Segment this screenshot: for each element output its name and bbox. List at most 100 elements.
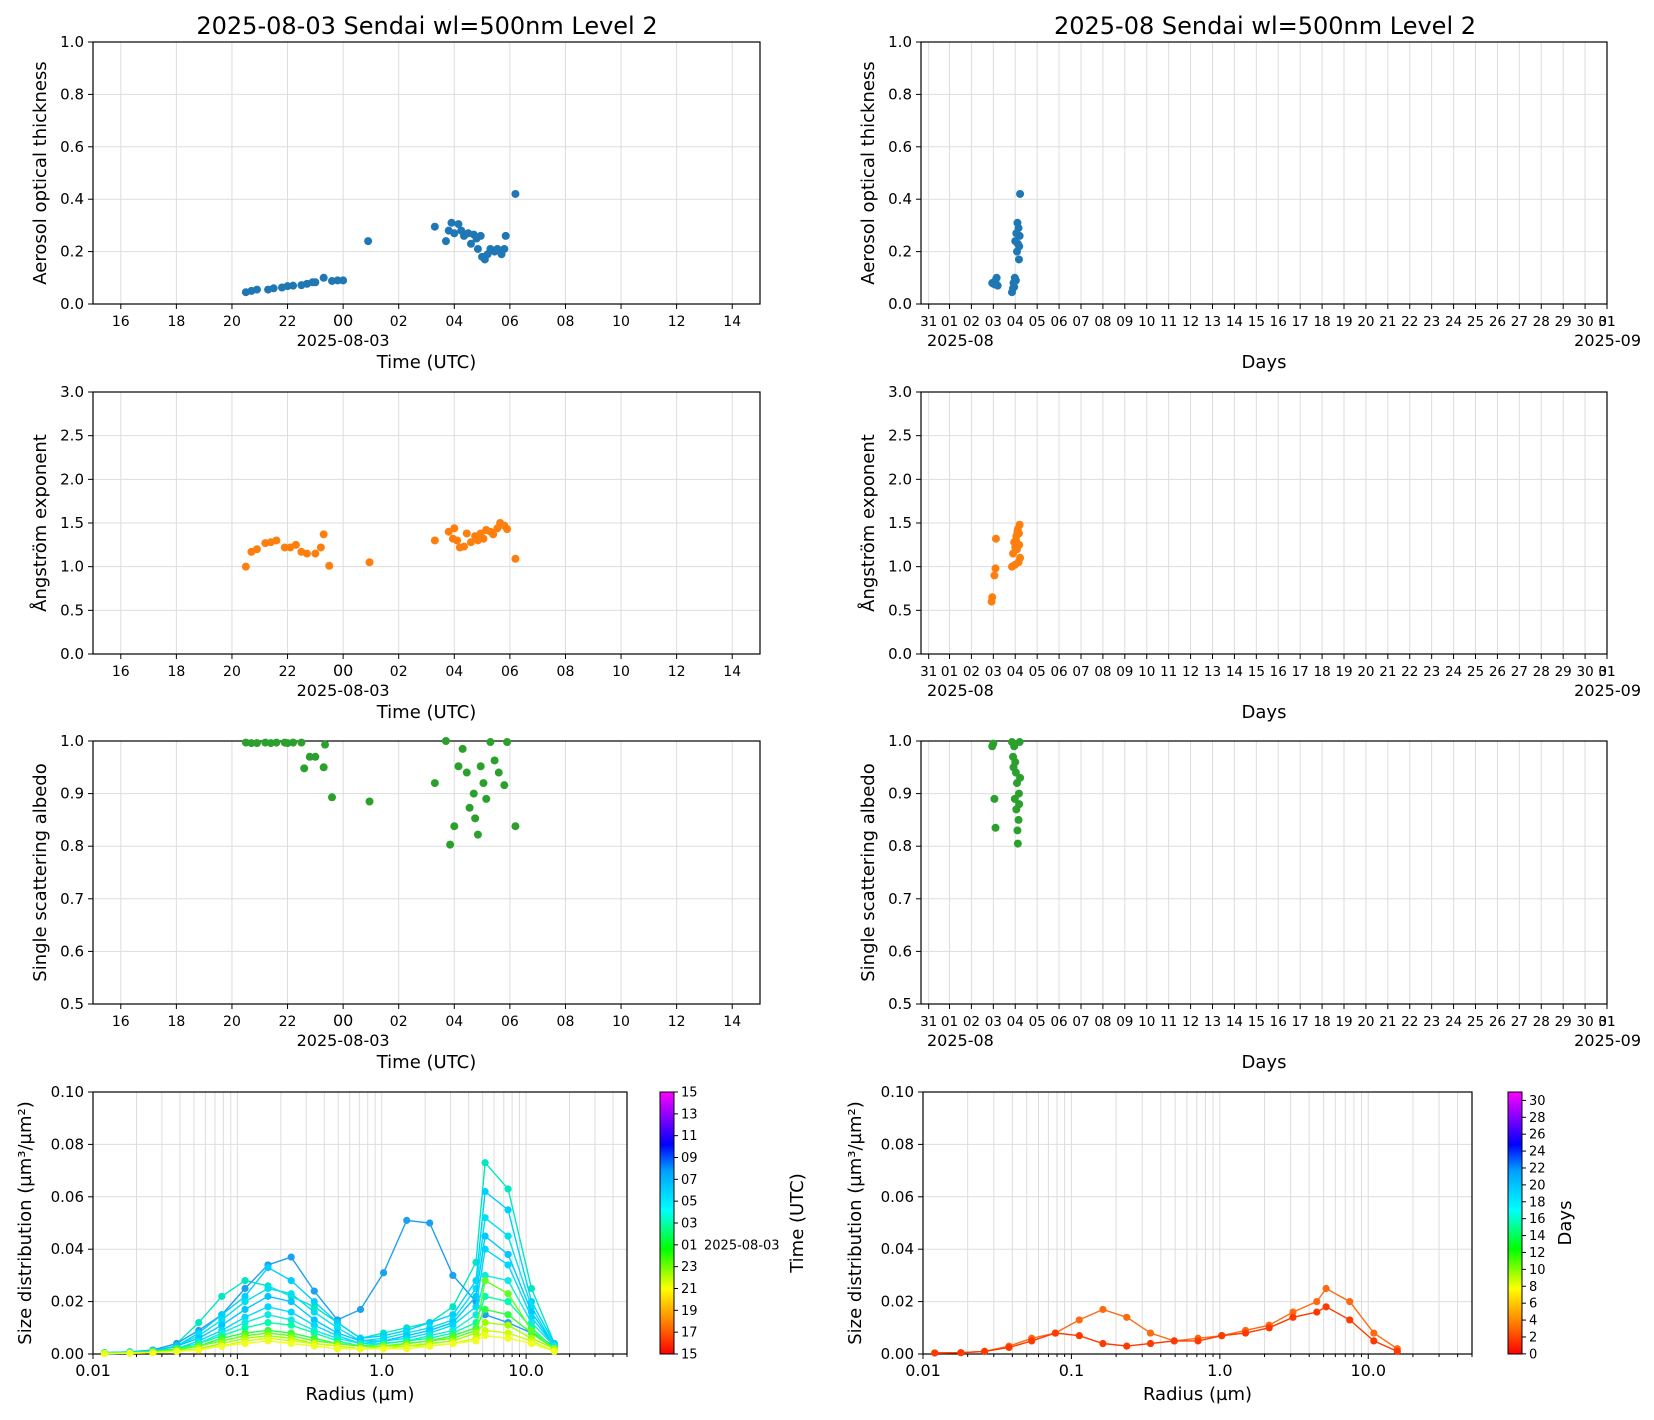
data-point (1015, 800, 1024, 809)
x-tick-label: 15 (1248, 314, 1265, 330)
x-tick-label: 02 (390, 1014, 408, 1030)
series-point (504, 1311, 512, 1319)
date-label: 2025-08-03 (297, 1031, 390, 1050)
size-series (100, 1271, 558, 1357)
x-tick-label: 16 (112, 314, 130, 330)
data-point (1015, 231, 1024, 240)
series-point (481, 1271, 489, 1279)
x-tick-label: 24 (1445, 314, 1462, 330)
series-point (426, 1342, 434, 1350)
data-point (1015, 540, 1024, 549)
colorbar-tick-label: 15 (681, 1086, 698, 1101)
data-point (479, 534, 488, 543)
series-point (1075, 1332, 1083, 1340)
x-tick-label: 02 (390, 664, 408, 680)
series-point (481, 1187, 489, 1196)
y-tick-label: 0.2 (60, 243, 84, 261)
x-tick-label: 23 (1423, 314, 1440, 330)
x-tick-label: 18 (167, 314, 185, 330)
y-tick-label: 0.7 (60, 890, 84, 908)
data-point (446, 840, 455, 849)
x-tick-label: 07 (1072, 1014, 1089, 1030)
series-point (218, 1311, 226, 1319)
x-tick-label: 04 (445, 664, 463, 680)
series-point (403, 1345, 411, 1353)
x-tick-label: 29 (1555, 1014, 1572, 1030)
y-tick-label: 0.02 (881, 1293, 914, 1311)
x-tick-label: 14 (723, 664, 741, 680)
data-point (473, 244, 482, 253)
y-tick-label: 0.0 (888, 645, 912, 663)
colorbar-tick-label: 20 (1529, 1178, 1546, 1193)
series-point (931, 1349, 939, 1357)
y-tick-label: 1.0 (60, 33, 84, 51)
x-axis-label: Days (1242, 702, 1287, 723)
x-tick-label: 23 (1423, 664, 1440, 680)
colorbar-tick-label: 22 (1529, 1161, 1546, 1176)
colorbar-tick-label: 05 (681, 1195, 698, 1210)
data-point (430, 222, 439, 231)
x-tick-label: 10 (612, 1014, 630, 1030)
x-tick-label: 13 (1204, 314, 1221, 330)
x-tick-label: 0.01 (75, 1361, 111, 1380)
x-tick-label: 00 (333, 661, 353, 680)
x-tick-label: 26 (1489, 1014, 1506, 1030)
series-line (934, 1305, 1398, 1354)
monthly-size-panel: 0.01 0.1 1.0 10.0 0.00 0.02 0.04 0.06 0.08 0.10 Si… (845, 1083, 1576, 1405)
data-point (476, 231, 485, 240)
series-point (264, 1263, 272, 1272)
data-point (458, 744, 467, 753)
data-point (269, 284, 278, 293)
y-axis-label: Aerosol optical thickness (30, 61, 51, 284)
data-point (325, 561, 334, 570)
series-point (481, 1292, 489, 1300)
y-tick-label: 0.4 (888, 190, 912, 208)
colorbar-label: Days (1555, 1201, 1576, 1246)
data-point (990, 571, 999, 580)
series-point (1099, 1339, 1107, 1348)
y-tick-label: 0.2 (888, 243, 912, 261)
plot-frame (92, 391, 761, 655)
data-point (991, 823, 1000, 832)
series-point (241, 1305, 249, 1314)
x-tick-label: 10 (1138, 314, 1155, 330)
colorbar-tick-label: 23 (681, 1260, 698, 1275)
monthly-aot-panel: 31 01 02 03 04 05 06 07 08 09 10 11 12 13 14 15 16 17 18 19… (858, 33, 1641, 373)
colorbar-tick-label: 09 (681, 1151, 698, 1166)
x-tick-label: 05 (1029, 314, 1046, 330)
y-tick-label: 0.02 (51, 1293, 84, 1311)
title-right: 2025-08 Sendai wl=500nm Level 2 (1054, 12, 1476, 40)
data-point (454, 762, 463, 771)
y-tick-label: 0.6 (888, 138, 912, 156)
data-point (311, 549, 320, 558)
series-point (1028, 1337, 1036, 1345)
month-end-label: 2025-09 (1574, 331, 1641, 350)
y-tick-label: 1.0 (888, 33, 912, 51)
x-tick-label: 24 (1445, 664, 1462, 680)
y-tick-label: 1.0 (60, 558, 84, 576)
series-point (1005, 1343, 1013, 1352)
data-point (460, 542, 469, 551)
x-tick-label: 04 (1007, 314, 1024, 330)
data-point (473, 830, 482, 839)
x-tick-label: 06 (501, 314, 519, 330)
data-point (489, 530, 498, 539)
x-tick-label: 00 (333, 311, 353, 330)
series-point (504, 1298, 512, 1306)
y-tick-label: 0.06 (51, 1188, 84, 1206)
x-tick-label: 08 (1094, 664, 1111, 680)
series-point (1241, 1329, 1250, 1337)
x-tick-label: 01 (1598, 664, 1615, 680)
x-tick-label: 15 (1248, 664, 1265, 680)
x-tick-label: 22 (1401, 314, 1418, 330)
colorbar-tick-label: 12 (1529, 1246, 1546, 1261)
series-point (1051, 1329, 1060, 1337)
colorbar-label: Time (UTC) (787, 1173, 808, 1274)
series-point (1393, 1347, 1401, 1355)
size-series (100, 1332, 558, 1358)
series-point (287, 1277, 295, 1285)
series-point (527, 1284, 536, 1293)
x-tick-label: 08 (557, 314, 575, 330)
series-point (1289, 1308, 1297, 1316)
y-axis-label: Ångström exponent (857, 434, 879, 612)
